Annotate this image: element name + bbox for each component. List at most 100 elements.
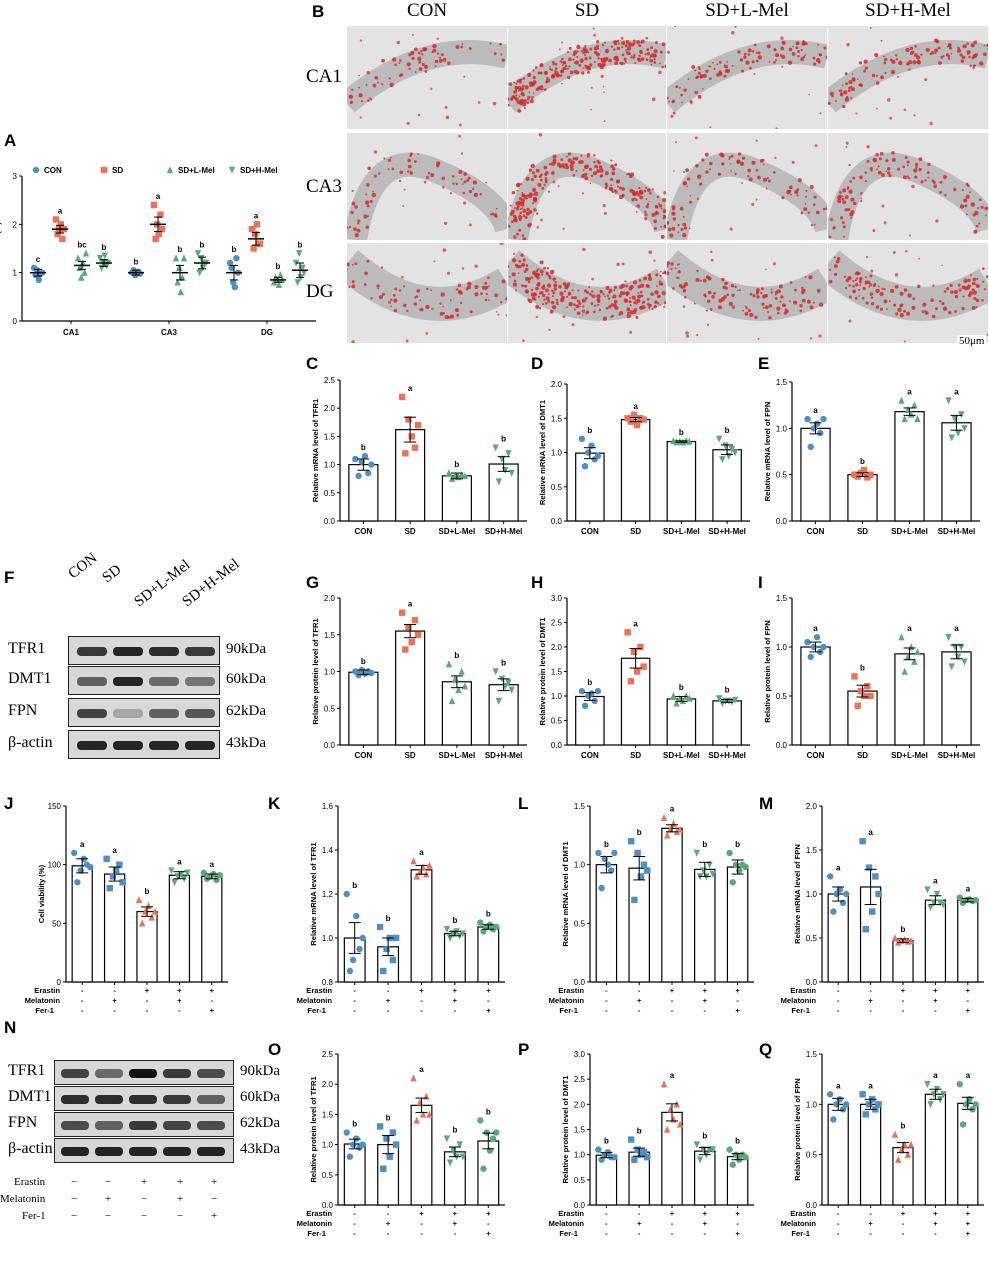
iron-stain xyxy=(858,61,863,65)
significance-letter: b xyxy=(901,1122,906,1131)
iron-stain xyxy=(909,46,914,50)
iron-stain xyxy=(728,155,732,159)
iron-stain xyxy=(487,276,490,280)
iron-stain xyxy=(370,297,373,300)
iron-stain xyxy=(522,237,527,240)
iron-stain xyxy=(650,46,654,50)
iron-stain xyxy=(661,65,664,69)
data-point xyxy=(174,278,181,286)
iron-stain xyxy=(592,27,595,30)
iron-stain xyxy=(633,39,636,43)
iron-stain xyxy=(434,65,437,68)
iron-stain xyxy=(508,224,511,228)
iron-stain xyxy=(881,204,885,208)
iron-stain xyxy=(369,98,373,101)
iron-stain xyxy=(589,182,592,185)
iron-stain xyxy=(394,287,398,291)
iron-stain xyxy=(645,205,649,209)
iron-stain xyxy=(485,292,489,296)
iron-stain xyxy=(604,48,610,54)
iron-stain xyxy=(620,36,624,40)
iron-stain xyxy=(638,189,644,194)
iron-stain xyxy=(463,201,467,205)
iron-stain xyxy=(656,195,660,199)
iron-stain xyxy=(948,46,953,50)
iron-stain xyxy=(513,90,516,93)
iron-stain xyxy=(942,174,948,180)
iron-stain xyxy=(829,217,834,222)
iron-stain xyxy=(391,167,395,171)
iron-stain xyxy=(518,228,522,232)
iron-stain xyxy=(603,211,607,215)
iron-stain xyxy=(528,91,531,94)
iron-stain xyxy=(359,39,363,42)
x-tick-label: DG xyxy=(261,328,273,337)
panel-letter-c: C xyxy=(306,354,319,373)
iron-stain xyxy=(851,87,855,92)
iron-stain xyxy=(912,60,917,65)
iron-stain xyxy=(980,205,984,209)
data-point xyxy=(180,254,188,262)
iron-stain xyxy=(596,168,599,171)
histology-texture xyxy=(347,243,507,343)
iron-stain xyxy=(679,206,684,211)
iron-stain xyxy=(772,171,776,174)
iron-stain xyxy=(671,226,676,231)
iron-stain xyxy=(550,68,554,72)
iron-stain xyxy=(905,47,910,53)
iron-stain xyxy=(781,40,785,44)
iron-stain xyxy=(556,162,561,167)
iron-stain xyxy=(556,74,559,77)
iron-stain xyxy=(589,63,593,67)
iron-stain xyxy=(530,177,534,182)
iron-stain xyxy=(658,203,663,208)
iron-stain xyxy=(580,50,583,53)
iron-stain xyxy=(388,77,391,80)
iron-stain xyxy=(686,177,691,181)
iron-stain xyxy=(649,191,652,195)
iron-stain xyxy=(422,47,427,52)
panel-letter-g: G xyxy=(306,573,320,592)
iron-stain xyxy=(616,46,621,51)
iron-stain xyxy=(572,157,576,161)
significance-letter: b xyxy=(298,240,303,249)
iron-stain xyxy=(630,56,633,59)
condition-value: + xyxy=(966,1219,971,1228)
iron-stain xyxy=(472,180,477,185)
iron-stain xyxy=(518,218,522,222)
iron-stain xyxy=(842,104,846,109)
histology-texture xyxy=(347,134,507,240)
iron-stain xyxy=(633,191,637,195)
iron-stain xyxy=(468,223,472,227)
iron-stain xyxy=(581,71,585,75)
iron-stain xyxy=(965,213,968,216)
iron-stain xyxy=(474,292,479,297)
panel-letter-n: N xyxy=(4,1018,17,1037)
histology-texture xyxy=(667,26,827,129)
iron-stain xyxy=(410,51,415,56)
iron-stain xyxy=(721,162,725,166)
iron-stain xyxy=(801,42,806,46)
iron-stain xyxy=(911,184,915,189)
iron-stain xyxy=(649,55,653,58)
iron-stain xyxy=(749,67,752,70)
iron-stain xyxy=(603,41,607,44)
iron-stain xyxy=(791,52,796,56)
iron-stain xyxy=(792,45,794,48)
iron-stain xyxy=(351,201,356,206)
iron-stain xyxy=(354,233,359,238)
condition-value: + xyxy=(933,1219,938,1228)
iron-stain xyxy=(689,100,693,104)
iron-stain xyxy=(367,99,370,102)
iron-stain xyxy=(393,298,398,303)
iron-stain xyxy=(845,141,849,145)
iron-stain xyxy=(756,59,759,63)
iron-stain xyxy=(462,191,465,195)
data-point xyxy=(35,276,42,284)
iron-stain xyxy=(369,199,373,204)
iron-stain xyxy=(515,201,520,206)
iron-stain xyxy=(500,53,503,56)
histology-col-sd-l-mel: SD+L-Mel xyxy=(705,0,789,21)
iron-stain xyxy=(610,164,614,169)
iron-stain xyxy=(419,299,422,302)
